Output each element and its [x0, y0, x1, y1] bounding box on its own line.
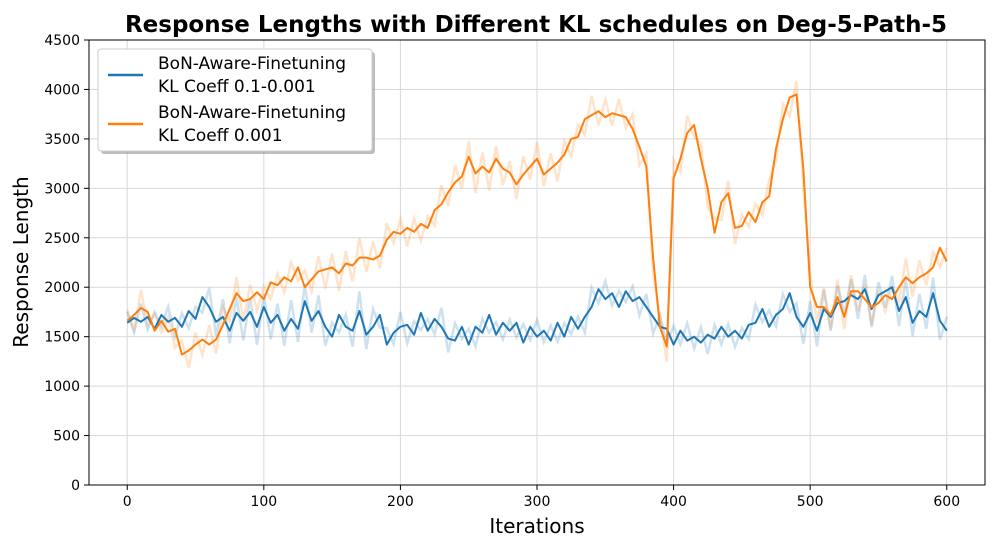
- y-tick-label: 1500: [44, 330, 80, 346]
- legend: BoN-Aware-Finetuning KL Coeff 0.1-0.001 …: [97, 48, 375, 154]
- legend-label-series-2-line-2: KL Coeff 0.001: [158, 126, 283, 146]
- y-tick-label: 500: [53, 429, 80, 445]
- y-tick-label: 3500: [44, 132, 80, 148]
- series-lines: [126, 93, 948, 356]
- legend-label-series-1-line-1: BoN-Aware-Finetuning: [158, 54, 346, 74]
- y-tick-label: 1000: [44, 379, 80, 395]
- y-tick-label: 4500: [44, 33, 80, 49]
- y-tick-label: 0: [71, 478, 80, 494]
- x-axis-ticks: 0 100 200 300 400 500 600: [123, 485, 960, 510]
- y-tick-label: 3000: [44, 181, 80, 197]
- x-tick-label: 500: [797, 494, 824, 510]
- y-axis-ticks: 0 500 1000 1500 2000 2500 3000 3500 4000 4500: [44, 33, 89, 494]
- series-1-line: [126, 286, 948, 346]
- x-axis-label: Iterations: [489, 514, 584, 538]
- chart-title: Response Lengths with Different KL sched…: [125, 12, 947, 38]
- series-2-line: [126, 93, 948, 356]
- x-tick-label: 0: [123, 494, 132, 510]
- y-tick-label: 2500: [44, 231, 80, 247]
- y-tick-label: 4000: [44, 82, 80, 98]
- series-1-raw-band: [126, 274, 948, 355]
- legend-label-series-2-line-1: BoN-Aware-Finetuning: [158, 103, 346, 123]
- legend-label-series-1-line-2: KL Coeff 0.1-0.001: [158, 77, 316, 97]
- x-tick-label: 100: [250, 494, 277, 510]
- x-tick-label: 300: [524, 494, 551, 510]
- y-tick-label: 2000: [44, 280, 80, 296]
- x-tick-label: 200: [387, 494, 414, 510]
- x-tick-label: 600: [933, 494, 960, 510]
- x-tick-label: 400: [660, 494, 687, 510]
- legend-box: [97, 48, 373, 152]
- y-axis-label: Response Length: [9, 176, 33, 347]
